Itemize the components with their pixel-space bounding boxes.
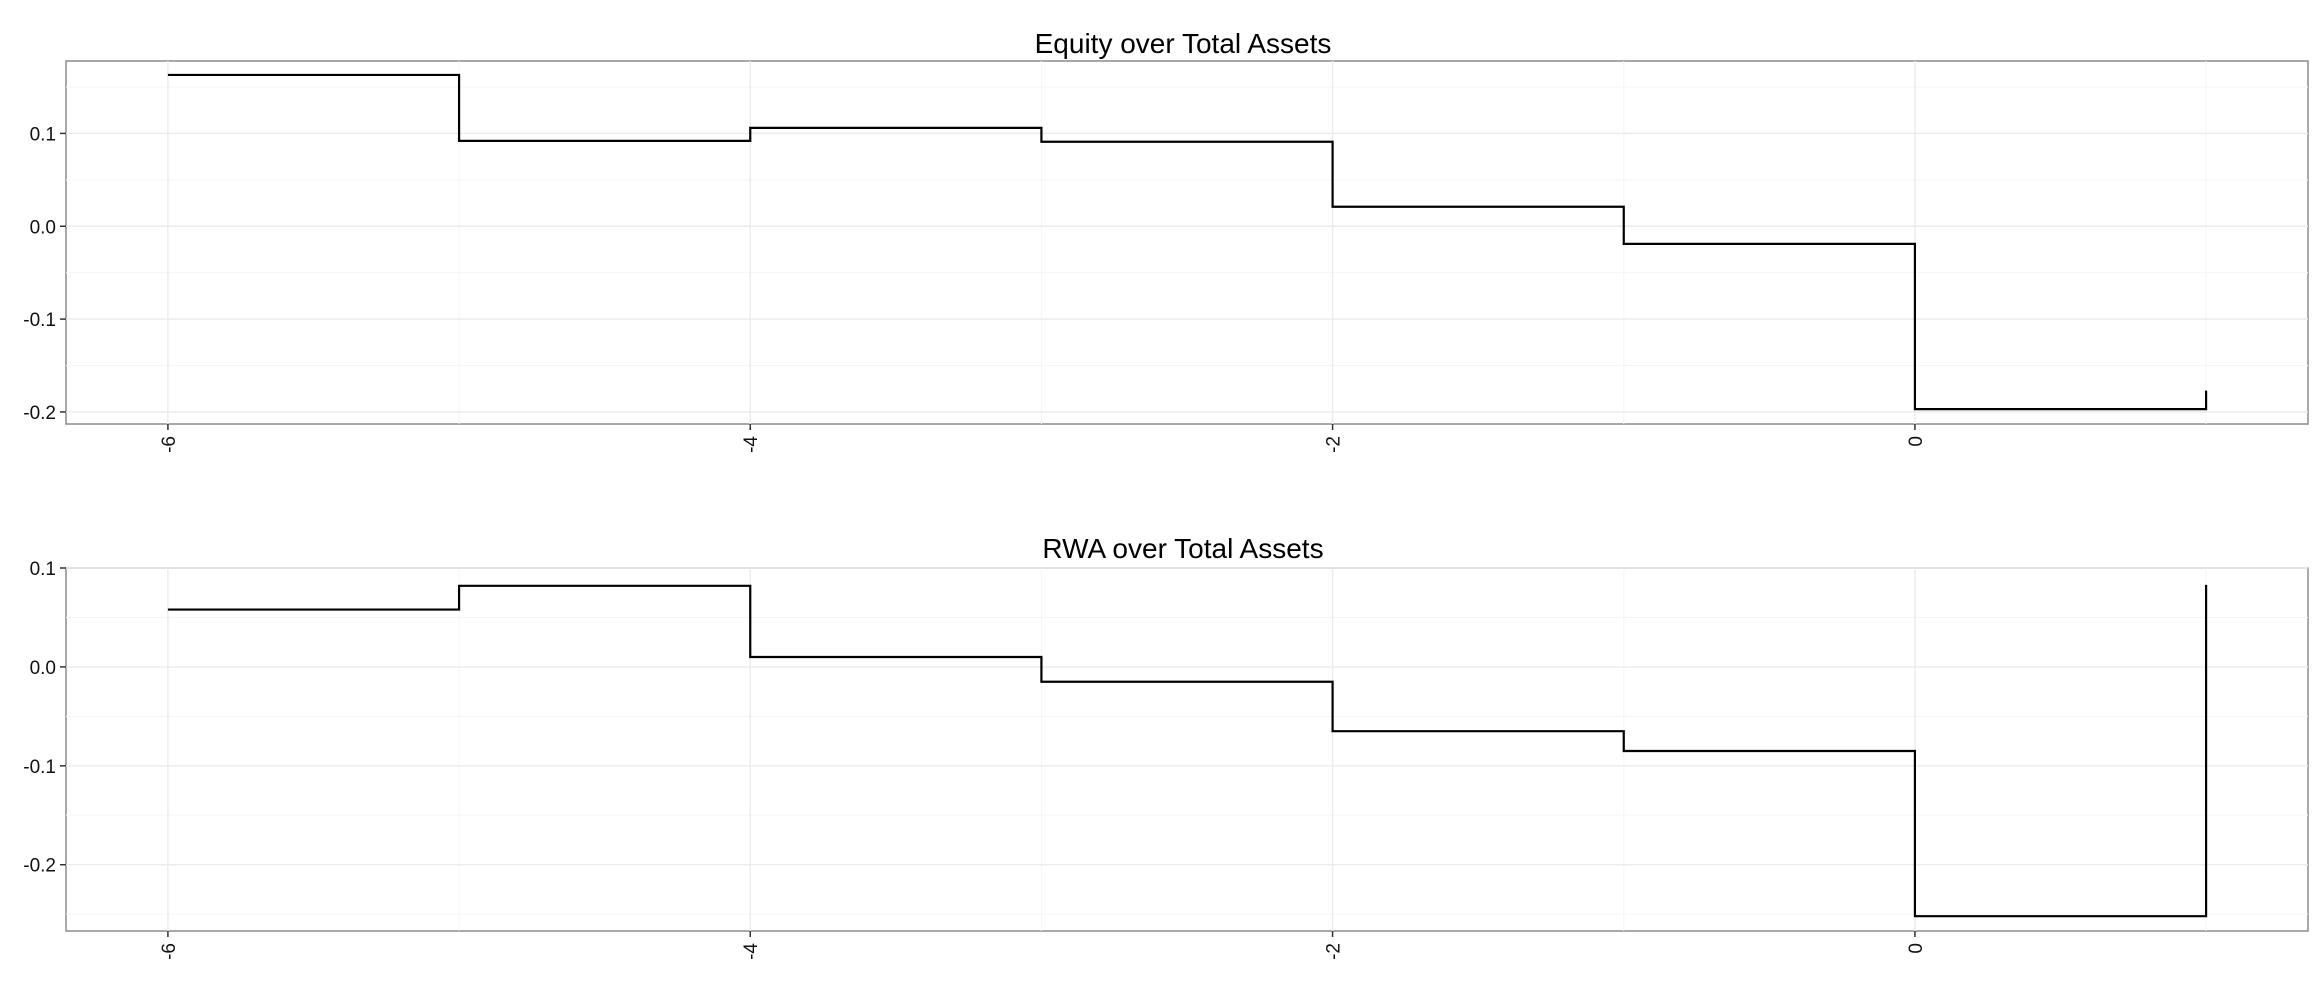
rwa-x-tick-label: -2 (1324, 943, 1345, 960)
rwa-y-tick-label: 0.0 (30, 658, 56, 679)
rwa-panel-background (65, 567, 2309, 932)
equity-x-tick-label: -6 (159, 436, 180, 453)
equity-y-tick-label: 0.1 (30, 124, 56, 145)
rwa-x-tick-label: -4 (741, 943, 762, 960)
equity-series-line (167, 73, 2208, 411)
equity-y-tick-label: -0.1 (23, 310, 56, 331)
equity-x-tick-label: -2 (1324, 436, 1345, 453)
equity-panel: Equity over Total Assets -0.2-0.10.00.1-… (23, 28, 2309, 453)
equity-x-tick-label: 0 (1906, 436, 1927, 447)
equity-panel-background (65, 60, 2309, 425)
rwa-chart-title: RWA over Total Assets (1042, 533, 1323, 564)
rwa-series-line (167, 584, 2208, 918)
equity-plot-area: -0.2 -0.1 0.0 0.1 -6 -4 -2 0 (23, 60, 2309, 453)
equity-y-tick-label: -0.2 (23, 403, 56, 424)
equity-y-tick-label: 0.0 (30, 217, 56, 238)
rwa-plot-area: -0.2 -0.1 0.0 0.1 -6 -4 -2 0 (23, 559, 2309, 960)
rwa-x-tick-label: 0 (1906, 943, 1927, 954)
equity-x-tick-label: -4 (741, 436, 762, 453)
equity-chart-title: Equity over Total Assets (1035, 28, 1332, 59)
rwa-x-tick-label: -6 (159, 943, 180, 960)
rwa-y-tick-label: -0.2 (23, 856, 56, 877)
rwa-y-tick-label: 0.1 (30, 559, 56, 580)
rwa-y-tick-label: -0.1 (23, 757, 56, 778)
rwa-panel: RWA over Total Assets -0.2 -0.1 0.0 0.1 -6 -4… (23, 533, 2309, 960)
